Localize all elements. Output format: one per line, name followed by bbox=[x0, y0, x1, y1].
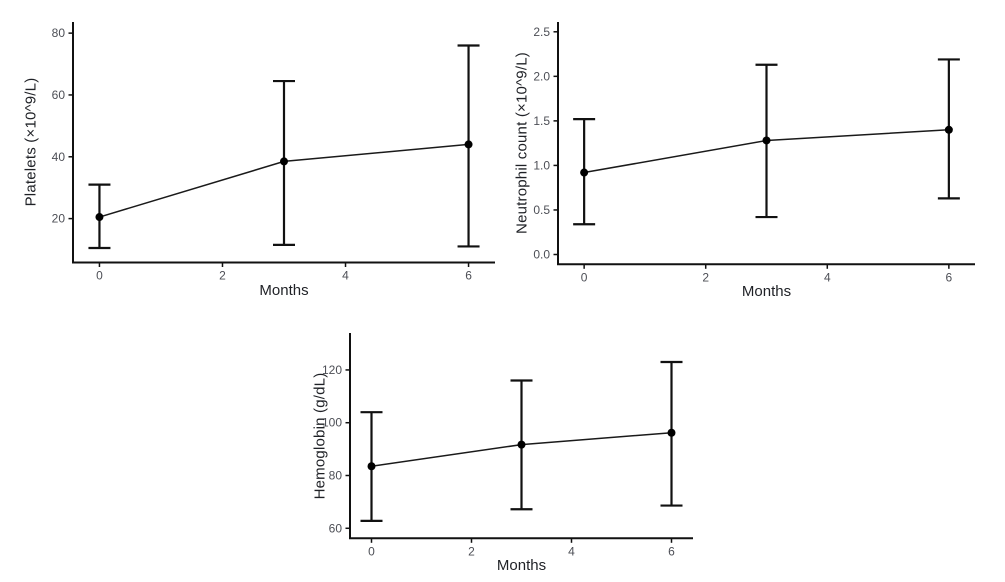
neutrophil-plot: 0.0 0.5 1.0 1.5 2.0 2.5 0 2 4 6 bbox=[533, 22, 975, 284]
y-tick-label: 80 bbox=[329, 468, 343, 482]
data-point bbox=[367, 462, 376, 471]
x-tick-label: 2 bbox=[702, 270, 709, 284]
hemoglobin-y-axis-title: Hemoglobin (g/dL) bbox=[311, 372, 329, 500]
y-tick-label: 1.0 bbox=[533, 158, 550, 172]
hemoglobin-chart: 60 80 100 120 0 2 4 6 Hemoglobin (g/dL) Months bbox=[295, 300, 715, 582]
y-tick-label: 80 bbox=[52, 26, 66, 40]
platelets-x-axis-title: Months bbox=[259, 281, 309, 299]
y-tick-label: 1.5 bbox=[533, 114, 550, 128]
y-tick-label: 60 bbox=[329, 521, 343, 535]
x-tick-label: 6 bbox=[668, 544, 675, 558]
hemoglobin-plot: 60 80 100 120 0 2 4 6 bbox=[322, 333, 693, 558]
neutrophil-y-axis-title: Neutrophil count (×10^9/L) bbox=[513, 52, 531, 235]
x-tick-label: 0 bbox=[581, 270, 588, 284]
y-tick-label: 100 bbox=[322, 416, 342, 430]
data-point bbox=[762, 136, 771, 145]
x-tick-label: 0 bbox=[96, 269, 103, 283]
hemoglobin-x-axis-title: Months bbox=[496, 557, 547, 575]
platelets-plot: 20 40 60 80 0 2 4 6 bbox=[52, 22, 495, 283]
data-point bbox=[944, 125, 953, 134]
x-tick-label: 4 bbox=[342, 269, 349, 283]
data-point bbox=[667, 428, 676, 437]
platelets-chart: 20 40 60 80 0 2 4 6 Platelets (×10^9/L) Months bbox=[0, 0, 505, 300]
y-tick-label: 60 bbox=[52, 88, 66, 102]
x-tick-label: 4 bbox=[824, 270, 831, 284]
x-tick-label: 6 bbox=[946, 270, 953, 284]
data-point bbox=[95, 213, 104, 222]
platelets-y-axis-title: Platelets (×10^9/L) bbox=[22, 77, 40, 207]
x-tick-label: 6 bbox=[465, 269, 472, 283]
data-point bbox=[280, 157, 288, 166]
neutrophil-x-axis-title: Months bbox=[741, 283, 792, 301]
y-tick-label: 2.0 bbox=[533, 69, 550, 83]
x-tick-label: 0 bbox=[368, 544, 375, 558]
data-point bbox=[464, 140, 473, 149]
x-tick-label: 2 bbox=[219, 269, 226, 283]
data-point bbox=[580, 168, 589, 177]
x-tick-label: 2 bbox=[468, 544, 475, 558]
y-tick-label: 120 bbox=[322, 363, 342, 377]
neutrophil-chart: 0.0 0.5 1.0 1.5 2.0 2.5 0 2 4 6 Neutrophil count … bbox=[505, 0, 1005, 300]
y-tick-label: 40 bbox=[52, 150, 66, 164]
y-tick-label: 2.5 bbox=[533, 25, 550, 39]
data-point bbox=[517, 440, 526, 449]
y-tick-label: 0.5 bbox=[533, 203, 550, 217]
y-tick-label: 0.0 bbox=[533, 248, 550, 262]
x-tick-label: 4 bbox=[568, 544, 575, 558]
y-tick-label: 20 bbox=[52, 212, 66, 226]
